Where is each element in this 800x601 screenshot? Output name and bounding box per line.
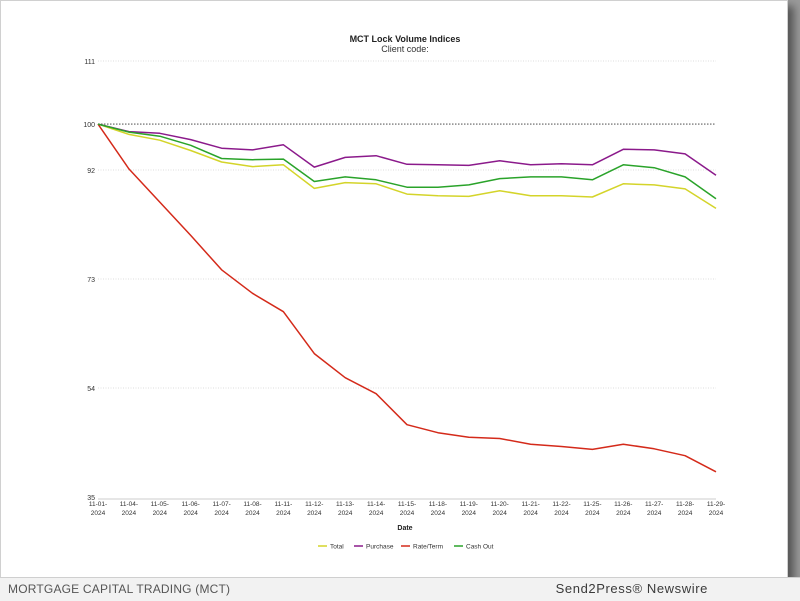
svg-text:11-05-: 11-05- (151, 501, 169, 508)
svg-text:2024: 2024 (616, 510, 631, 517)
y-axis-ticks: 35 54 73 92 100 111 (83, 59, 95, 502)
x-tick-label-11-13-2024: 11-13- 2024 (336, 501, 354, 517)
series-line-purchase (97, 123, 717, 176)
svg-text:11-01-: 11-01- (89, 501, 107, 508)
line-chart: MCT Lock Volume Indices Client code: 35 5… (83, 34, 725, 551)
y-tick-label-35: 35 (87, 495, 95, 502)
svg-text:11-18-: 11-18- (429, 501, 447, 508)
svg-text:Rate/Term: Rate/Term (413, 544, 443, 551)
svg-text:2024: 2024 (183, 510, 198, 517)
series-line-cash-out (97, 123, 717, 200)
x-tick-label-11-20-2024: 11-20- 2024 (491, 501, 509, 517)
svg-text:2024: 2024 (245, 510, 260, 517)
svg-text:11-07-: 11-07- (212, 501, 230, 508)
svg-text:11-12-: 11-12- (305, 501, 323, 508)
svg-text:11-04-: 11-04- (120, 501, 138, 508)
svg-text:11-15-: 11-15- (398, 501, 416, 508)
x-tick-label-11-28-2024: 11-28- 2024 (676, 501, 694, 517)
x-tick-label-11-14-2024: 11-14- 2024 (367, 501, 385, 517)
svg-text:11-20-: 11-20- (491, 501, 509, 508)
svg-text:2024: 2024 (214, 510, 229, 517)
svg-text:2024: 2024 (554, 510, 569, 517)
y-tick-label-54: 54 (87, 386, 95, 393)
svg-text:11-22-: 11-22- (552, 501, 570, 508)
x-tick-label-11-29-2024: 11-29- 2024 (707, 501, 725, 517)
y-tick-label-92: 92 (87, 168, 95, 175)
x-axis-ticks: 11-01- 2024 11-04- 2024 11-05- 2024 11-06- 2024… (89, 501, 725, 517)
svg-text:2024: 2024 (462, 510, 477, 517)
svg-text:2024: 2024 (91, 510, 106, 517)
chart-subtitle: Client code: (381, 44, 429, 54)
legend-item-total: Total (318, 544, 344, 551)
footer-bar: MORTGAGE CAPITAL TRADING (MCT) Send2Pres… (0, 577, 800, 601)
x-tick-label-11-04-2024: 11-04- 2024 (120, 501, 138, 517)
svg-text:11-13-: 11-13- (336, 501, 354, 508)
legend-item-rate-term: Rate/Term (401, 544, 443, 551)
svg-text:2024: 2024 (585, 510, 600, 517)
series-line-rate-term (97, 123, 717, 473)
x-tick-label-11-25-2024: 11-25- 2024 (583, 501, 601, 517)
x-tick-label-11-11-2024: 11-11- 2024 (274, 501, 292, 517)
svg-text:11-06-: 11-06- (182, 501, 200, 508)
svg-text:2024: 2024 (678, 510, 693, 517)
svg-text:2024: 2024 (307, 510, 322, 517)
svg-text:Total: Total (330, 544, 344, 551)
x-tick-label-11-22-2024: 11-22- 2024 (552, 501, 570, 517)
svg-text:11-08-: 11-08- (243, 501, 261, 508)
legend-item-purchase: Purchase (354, 544, 394, 551)
svg-text:2024: 2024 (400, 510, 415, 517)
svg-text:2024: 2024 (153, 510, 168, 517)
chart-legend: Total Purchase Rate/Term Cash Out (318, 544, 494, 551)
x-axis-label: Date (397, 525, 412, 532)
svg-text:2024: 2024 (709, 510, 724, 517)
svg-text:11-26-: 11-26- (614, 501, 632, 508)
svg-text:11-25-: 11-25- (583, 501, 601, 508)
x-tick-label-11-12-2024: 11-12- 2024 (305, 501, 323, 517)
y-tick-label-111: 111 (84, 59, 95, 66)
svg-text:11-19-: 11-19- (460, 501, 478, 508)
svg-text:2024: 2024 (492, 510, 507, 517)
svg-text:2024: 2024 (122, 510, 137, 517)
footer-company-name: MORTGAGE CAPITAL TRADING (MCT) (8, 582, 231, 596)
x-tick-label-11-15-2024: 11-15- 2024 (398, 501, 416, 517)
x-tick-label-11-07-2024: 11-07- 2024 (212, 501, 230, 517)
svg-text:2024: 2024 (431, 510, 446, 517)
svg-text:2024: 2024 (338, 510, 353, 517)
chart-title: MCT Lock Volume Indices (350, 34, 461, 44)
legend-item-cash-out: Cash Out (454, 544, 494, 551)
x-tick-label-11-19-2024: 11-19- 2024 (460, 501, 478, 517)
y-tick-label-73: 73 (87, 277, 95, 284)
x-tick-label-11-18-2024: 11-18- 2024 (429, 501, 447, 517)
svg-text:11-11-: 11-11- (274, 501, 292, 508)
series-lines (97, 123, 717, 473)
svg-text:11-27-: 11-27- (645, 501, 663, 508)
x-tick-label-11-01-2024: 11-01- 2024 (89, 501, 107, 517)
svg-text:2024: 2024 (276, 510, 291, 517)
x-tick-label-11-06-2024: 11-06- 2024 (182, 501, 200, 517)
svg-text:Purchase: Purchase (366, 544, 394, 551)
svg-text:2024: 2024 (523, 510, 538, 517)
svg-text:2024: 2024 (369, 510, 384, 517)
x-tick-label-11-08-2024: 11-08- 2024 (243, 501, 261, 517)
svg-text:11-28-: 11-28- (676, 501, 694, 508)
series-line-total (97, 123, 717, 210)
x-tick-label-11-26-2024: 11-26- 2024 (614, 501, 632, 517)
y-tick-label-100: 100 (83, 122, 95, 129)
x-tick-label-11-27-2024: 11-27- 2024 (645, 501, 663, 517)
svg-text:11-14-: 11-14- (367, 501, 385, 508)
svg-text:11-21-: 11-21- (521, 501, 539, 508)
x-tick-label-11-21-2024: 11-21- 2024 (521, 501, 539, 517)
footer-newswire-credit: Send2Press® Newswire (555, 581, 708, 596)
chart-card: MCT Lock Volume Indices Client code: 35 5… (0, 0, 788, 578)
svg-text:2024: 2024 (647, 510, 662, 517)
svg-text:Cash Out: Cash Out (466, 544, 494, 551)
grid-lines (98, 60, 716, 389)
x-tick-label-11-05-2024: 11-05- 2024 (151, 501, 169, 517)
svg-text:11-29-: 11-29- (707, 501, 725, 508)
